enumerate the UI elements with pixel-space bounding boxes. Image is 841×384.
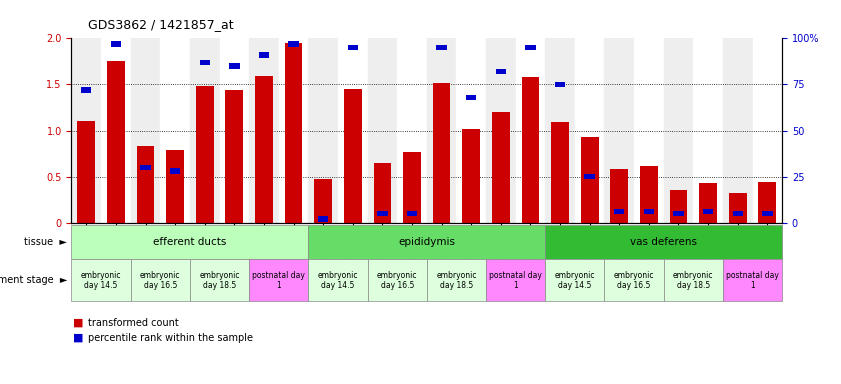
- Bar: [309, 38, 338, 223]
- Bar: [278, 38, 309, 223]
- Bar: [140, 165, 151, 170]
- Text: embryonic
day 18.5: embryonic day 18.5: [199, 271, 240, 290]
- Bar: [407, 211, 417, 216]
- Bar: [81, 87, 92, 93]
- Bar: [703, 209, 713, 214]
- Bar: [516, 38, 545, 223]
- Bar: [463, 129, 480, 223]
- Bar: [575, 38, 605, 223]
- Bar: [344, 89, 362, 223]
- Bar: [693, 38, 723, 223]
- Text: embryonic
day 16.5: embryonic day 16.5: [140, 271, 181, 290]
- Bar: [759, 182, 776, 223]
- Bar: [762, 211, 773, 216]
- Bar: [136, 146, 155, 223]
- Text: embryonic
day 14.5: embryonic day 14.5: [554, 271, 595, 290]
- Text: percentile rank within the sample: percentile rank within the sample: [88, 333, 253, 343]
- Bar: [753, 38, 782, 223]
- Bar: [199, 60, 210, 65]
- Bar: [611, 169, 628, 223]
- Bar: [101, 38, 130, 223]
- Bar: [581, 137, 599, 223]
- Bar: [368, 38, 397, 223]
- Bar: [555, 82, 565, 87]
- Text: efferent ducts: efferent ducts: [153, 237, 226, 247]
- Bar: [436, 45, 447, 50]
- Bar: [426, 38, 457, 223]
- Text: ■: ■: [73, 333, 83, 343]
- Bar: [669, 190, 687, 223]
- Bar: [71, 38, 101, 223]
- Bar: [551, 122, 569, 223]
- Bar: [526, 45, 536, 50]
- Text: epididymis: epididymis: [399, 237, 455, 247]
- Bar: [130, 38, 161, 223]
- Text: development stage  ►: development stage ►: [0, 275, 67, 285]
- Text: postnatal day
1: postnatal day 1: [252, 271, 305, 290]
- Bar: [373, 163, 391, 223]
- Bar: [111, 41, 121, 47]
- Bar: [77, 121, 95, 223]
- Bar: [397, 38, 426, 223]
- Text: embryonic
day 16.5: embryonic day 16.5: [377, 271, 417, 290]
- Text: transformed count: transformed count: [88, 318, 179, 328]
- Bar: [190, 38, 220, 223]
- Bar: [605, 38, 634, 223]
- Text: GDS3862 / 1421857_at: GDS3862 / 1421857_at: [88, 18, 234, 31]
- Bar: [521, 77, 539, 223]
- Bar: [249, 38, 278, 223]
- Bar: [545, 38, 575, 223]
- Bar: [486, 38, 516, 223]
- Bar: [584, 174, 595, 179]
- Bar: [674, 211, 684, 216]
- Bar: [643, 209, 654, 214]
- Bar: [634, 38, 664, 223]
- Bar: [733, 211, 743, 216]
- Bar: [403, 152, 420, 223]
- Bar: [161, 38, 190, 223]
- Bar: [729, 193, 747, 223]
- Bar: [433, 83, 451, 223]
- Text: postnatal day
1: postnatal day 1: [489, 271, 542, 290]
- Text: embryonic
day 14.5: embryonic day 14.5: [81, 271, 121, 290]
- Bar: [457, 38, 486, 223]
- Bar: [699, 183, 717, 223]
- Text: tissue  ►: tissue ►: [24, 237, 67, 247]
- Bar: [466, 94, 476, 100]
- Text: embryonic
day 18.5: embryonic day 18.5: [673, 271, 713, 290]
- Bar: [492, 112, 510, 223]
- Bar: [170, 168, 180, 174]
- Text: embryonic
day 18.5: embryonic day 18.5: [436, 271, 477, 290]
- Bar: [338, 38, 368, 223]
- Bar: [107, 61, 124, 223]
- Bar: [664, 38, 693, 223]
- Text: vas deferens: vas deferens: [630, 237, 697, 247]
- Bar: [255, 76, 272, 223]
- Bar: [259, 52, 269, 58]
- Bar: [229, 63, 240, 69]
- Bar: [378, 211, 388, 216]
- Bar: [225, 90, 243, 223]
- Bar: [723, 38, 753, 223]
- Bar: [318, 216, 328, 222]
- Bar: [640, 166, 658, 223]
- Bar: [315, 179, 332, 223]
- Bar: [347, 45, 358, 50]
- Bar: [614, 209, 625, 214]
- Bar: [284, 43, 303, 223]
- Bar: [288, 41, 299, 47]
- Text: embryonic
day 16.5: embryonic day 16.5: [614, 271, 654, 290]
- Bar: [167, 150, 184, 223]
- Text: embryonic
day 14.5: embryonic day 14.5: [318, 271, 358, 290]
- Text: ■: ■: [73, 318, 83, 328]
- Bar: [196, 86, 214, 223]
- Bar: [495, 69, 506, 74]
- Text: postnatal day
1: postnatal day 1: [726, 271, 779, 290]
- Bar: [220, 38, 249, 223]
